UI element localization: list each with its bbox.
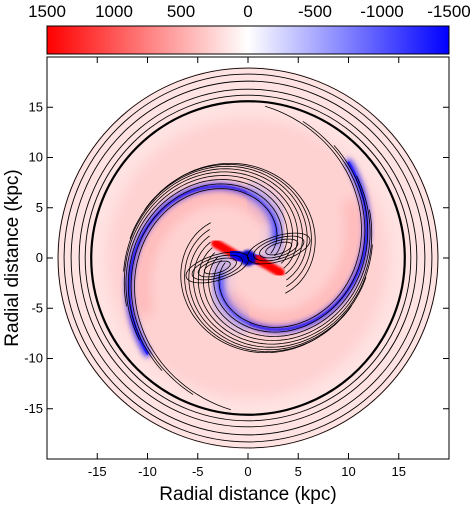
bar-end-contour <box>185 251 250 284</box>
inner-blue-lobe <box>243 183 289 265</box>
arm-contour <box>144 163 312 287</box>
colorbar-tick-label: 0 <box>243 2 252 21</box>
bar-end-contour <box>191 254 243 281</box>
colorbar-tick-label: 1500 <box>28 2 66 21</box>
arm-contour <box>188 235 367 351</box>
y-tick-label: 0 <box>36 250 43 265</box>
x-axis-title: Radial distance (kpc) <box>159 484 336 505</box>
density-contours <box>57 67 439 449</box>
arm-contour <box>203 175 371 341</box>
ring-contour <box>63 73 433 443</box>
arm-contour <box>184 229 352 353</box>
arm-contour <box>123 171 299 307</box>
bar-end-contour <box>197 257 237 278</box>
arm-contour <box>127 179 288 371</box>
ring-contour <box>84 94 412 422</box>
y-axis-title: Radial distance (kpc) <box>2 169 23 346</box>
colorbar: 1500 1000 500 0 -500 -1000 -1500 <box>28 2 471 55</box>
arm-contour <box>180 222 332 353</box>
x-tick-label: 15 <box>392 464 406 479</box>
arm-trailing-red <box>133 187 273 318</box>
colorbar-tick-label: -1500 <box>427 2 470 21</box>
arm-contour <box>130 183 283 395</box>
arm-trailing-red <box>223 198 363 329</box>
ring-contour-bold <box>90 100 406 416</box>
bar-end-contour <box>203 260 231 275</box>
arm-contour <box>218 105 362 328</box>
bar-end-contour <box>253 235 305 262</box>
arm-contour <box>164 163 316 294</box>
arm-contour <box>125 175 293 341</box>
colorbar-tick-label: -1000 <box>360 2 403 21</box>
inner-blue-lobe <box>207 251 253 333</box>
arm-contour <box>213 121 366 333</box>
colorbar-tick-label: 1000 <box>95 2 133 21</box>
bar-end-contour <box>259 238 299 259</box>
bar-end-contour <box>246 232 311 265</box>
x-axis-ticks: -15 -10 -5 0 5 10 15 <box>88 57 406 479</box>
x-tick-label: 0 <box>244 464 251 479</box>
y-tick-label: -5 <box>31 300 43 315</box>
ring-contour <box>57 67 439 449</box>
arm-contour <box>129 165 308 281</box>
x-tick-label: -15 <box>88 464 107 479</box>
x-tick-label: 10 <box>341 464 355 479</box>
y-tick-label: 10 <box>29 150 43 165</box>
arm-contour <box>208 145 369 337</box>
x-tick-label: 5 <box>295 464 302 479</box>
colorbar-tick-label: 500 <box>167 2 195 21</box>
x-tick-label: -10 <box>138 464 157 479</box>
plot-area: -15 -10 -5 0 5 10 15 -15 -10 -5 0 5 10 15 <box>24 56 450 479</box>
colorbar-gradient <box>46 25 450 55</box>
y-tick-label: 5 <box>36 200 43 215</box>
arm-contour <box>197 209 373 345</box>
colorbar-tick-label: -500 <box>298 2 332 21</box>
bar-end-contour <box>265 241 293 256</box>
y-tick-label: -10 <box>24 351 43 366</box>
arm-contour <box>134 188 278 411</box>
y-axis-ticks: -15 -10 -5 0 5 10 15 <box>24 99 449 416</box>
x-tick-label: -5 <box>192 464 204 479</box>
ring-contour <box>70 80 426 436</box>
y-tick-label: 15 <box>29 99 43 114</box>
ring-contour <box>78 88 418 428</box>
y-tick-label: -15 <box>24 401 43 416</box>
